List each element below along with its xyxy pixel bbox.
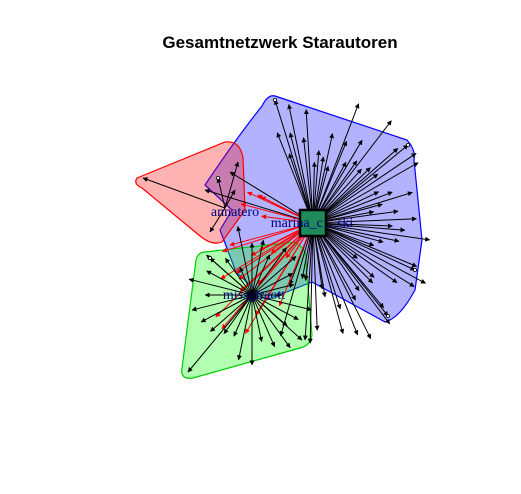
edge-marina — [312, 222, 391, 325]
edge-missgiraott — [251, 247, 287, 296]
edge-missgiraott — [206, 270, 253, 296]
edge-marina — [312, 222, 389, 317]
edge-missgiraott — [251, 239, 265, 296]
node-label-marina: marina_c…ski — [271, 216, 354, 231]
edge-missgiraott — [233, 294, 253, 337]
edge-marina — [312, 222, 342, 310]
edge-missgiraott — [251, 294, 312, 312]
edge-missgiraott — [223, 294, 253, 335]
edge-missgiraott — [251, 294, 276, 348]
edge-marina — [312, 144, 409, 224]
edge-missgiraott — [191, 294, 253, 312]
edge-annatero — [216, 177, 226, 209]
edge-annatero — [224, 161, 240, 209]
leaf-node — [412, 267, 417, 272]
edge-missgiraott — [251, 294, 299, 321]
edge-missgiraott — [237, 294, 253, 361]
edge-marina — [312, 120, 392, 224]
edge-marina — [312, 222, 426, 284]
leaf-node — [207, 255, 212, 260]
edge-missgiraott — [236, 225, 253, 296]
edge-marina — [312, 222, 418, 268]
edge-missgiraott — [188, 277, 253, 296]
edge-marina — [307, 222, 314, 344]
edge-marina — [204, 188, 314, 224]
leaf-node — [405, 142, 410, 147]
edge-annatero — [142, 177, 226, 209]
edge-annatero — [209, 207, 226, 233]
edge-cross-group — [221, 222, 314, 253]
node-label-annatero: annatero — [211, 205, 259, 220]
edge-marina — [287, 104, 314, 224]
edge-missgiraott — [200, 294, 253, 323]
edge-missgiraott — [251, 283, 295, 296]
edge-marina — [312, 222, 359, 336]
node-label-missgiraott: missgiraott — [223, 288, 285, 303]
edge-marina — [312, 133, 335, 224]
edge-marina — [312, 152, 417, 224]
edge-marina — [312, 222, 372, 340]
edge-missgiraott — [251, 254, 271, 296]
edge-marina — [273, 99, 314, 224]
edge-missgiraott — [251, 256, 297, 296]
group-hull-annatero — [135, 141, 246, 244]
edge-missgiraott — [210, 294, 253, 332]
edge-marina — [279, 222, 314, 337]
edge-missgiraott — [251, 273, 294, 296]
edge-missgiraott — [239, 266, 253, 296]
leaf-node — [215, 175, 220, 180]
edge-cross-group — [215, 222, 314, 318]
edge-annatero — [224, 189, 236, 209]
edge-missgiraott — [225, 257, 253, 296]
edge-marina — [312, 222, 345, 334]
edge-marina — [312, 222, 431, 242]
leaf-node — [385, 313, 390, 318]
edge-marina — [312, 103, 360, 224]
edge-marina — [312, 222, 406, 233]
edge-missgiraott — [187, 294, 253, 373]
edge-missgiraott — [251, 294, 291, 349]
edge-marina — [288, 132, 314, 224]
edge-marina — [312, 191, 413, 224]
edge-missgiraott — [209, 257, 253, 296]
edge-missgiraott — [251, 294, 303, 341]
leaf-node-layer — [207, 98, 417, 318]
edge-marina — [312, 222, 320, 331]
edge-marina — [312, 222, 416, 271]
edge-marina — [312, 222, 400, 243]
edge-missgiraott — [251, 294, 264, 342]
edge-marina — [276, 132, 314, 224]
edge-cross-group — [244, 222, 314, 334]
edge-marina — [312, 216, 417, 224]
graph-title: Gesamtnetzwerk Starautoren — [162, 33, 397, 52]
hub-node-marina[interactable] — [298, 208, 328, 238]
edge-cross-group — [221, 222, 314, 330]
edge-marina — [302, 222, 314, 341]
edge-marina — [303, 109, 314, 224]
edge-marina — [312, 222, 415, 287]
leaf-node — [272, 98, 277, 103]
edge-marina — [312, 162, 419, 224]
